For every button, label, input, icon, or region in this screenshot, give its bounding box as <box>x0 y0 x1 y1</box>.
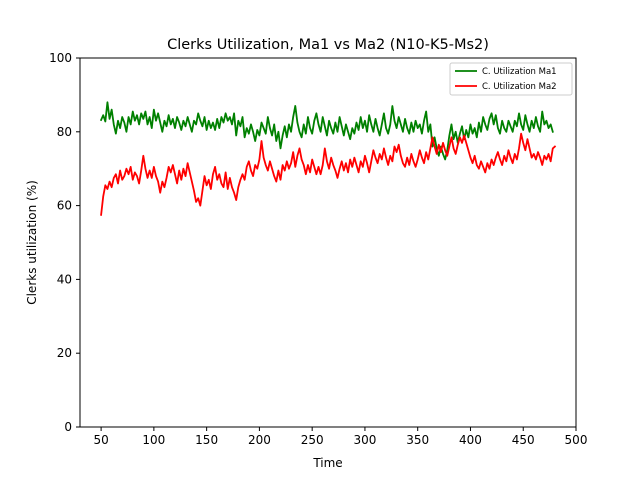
chart-title: Clerks Utilization, Ma1 vs Ma2 (N10-K5-M… <box>167 37 489 53</box>
x-tick-label: 250 <box>301 433 324 447</box>
x-tick-label: 100 <box>142 433 165 447</box>
legend-label-ma2: C. Utilization Ma2 <box>482 82 557 92</box>
x-tick-label: 500 <box>565 433 588 447</box>
x-tick-label: 50 <box>93 433 108 447</box>
x-axis-label: Time <box>312 456 342 470</box>
y-axis-label: Clerks utilization (%) <box>25 180 39 305</box>
x-tick-label: 150 <box>195 433 218 447</box>
x-axis: 50 100 150 200 250 300 350 400 450 500 <box>93 427 587 447</box>
x-tick-label: 450 <box>512 433 535 447</box>
series-line-1 <box>99 101 554 161</box>
x-tick-label: 400 <box>459 433 482 447</box>
plot-frame <box>79 57 577 428</box>
y-tick-label: 20 <box>57 346 72 360</box>
x-tick-label: 300 <box>353 433 376 447</box>
y-tick-label: 100 <box>49 51 72 65</box>
legend: C. Utilization Ma1 C. Utilization Ma2 <box>449 62 573 96</box>
y-tick-label: 80 <box>57 125 72 139</box>
legend-label-ma1: C. Utilization Ma1 <box>482 67 557 77</box>
y-tick-label: 0 <box>64 420 72 434</box>
y-tick-label: 40 <box>57 272 72 286</box>
series-line-2 <box>100 132 557 216</box>
x-tick-label: 350 <box>406 433 429 447</box>
y-tick-label: 60 <box>57 199 72 213</box>
x-tick-label: 200 <box>248 433 271 447</box>
legend-box <box>449 62 573 96</box>
series-layer <box>99 101 557 216</box>
y-axis: 0 20 40 60 80 100 <box>49 51 80 434</box>
